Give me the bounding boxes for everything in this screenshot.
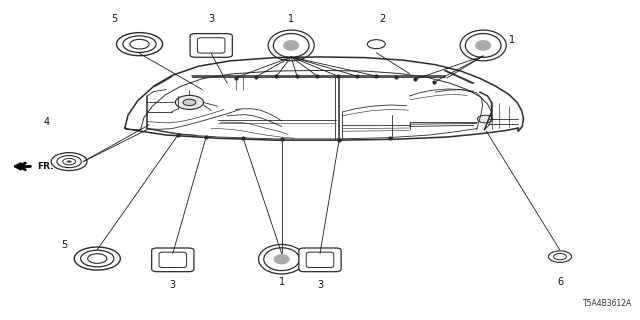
Text: 1: 1 [278, 276, 285, 287]
Circle shape [183, 99, 196, 106]
Ellipse shape [273, 34, 309, 57]
Text: 1: 1 [509, 35, 515, 45]
Ellipse shape [273, 254, 290, 264]
Ellipse shape [268, 30, 314, 61]
Text: FR.: FR. [37, 162, 54, 171]
Circle shape [548, 251, 572, 262]
Circle shape [367, 40, 385, 49]
FancyBboxPatch shape [152, 248, 194, 272]
Text: 2: 2 [379, 14, 385, 24]
Ellipse shape [460, 30, 506, 61]
Circle shape [477, 115, 493, 123]
Text: 5: 5 [61, 240, 67, 250]
Circle shape [57, 156, 81, 168]
FancyBboxPatch shape [307, 252, 334, 268]
Circle shape [63, 158, 76, 165]
Text: 3: 3 [208, 14, 214, 24]
Circle shape [88, 254, 107, 263]
Text: 1: 1 [288, 14, 294, 24]
Circle shape [554, 253, 566, 260]
Text: 3: 3 [317, 280, 323, 291]
Ellipse shape [283, 40, 300, 51]
Circle shape [74, 247, 120, 270]
FancyBboxPatch shape [299, 248, 341, 272]
Circle shape [123, 36, 156, 52]
Circle shape [67, 160, 72, 163]
Circle shape [175, 95, 204, 109]
Ellipse shape [259, 244, 305, 274]
Ellipse shape [465, 34, 501, 57]
Circle shape [130, 39, 149, 49]
FancyBboxPatch shape [159, 252, 187, 268]
Text: 5: 5 [111, 14, 117, 24]
FancyBboxPatch shape [197, 38, 225, 53]
FancyBboxPatch shape [190, 34, 232, 57]
Text: 4: 4 [44, 117, 50, 127]
Circle shape [81, 250, 114, 267]
Text: 6: 6 [557, 277, 563, 287]
Text: T5A4B3612A: T5A4B3612A [583, 299, 632, 308]
Ellipse shape [475, 40, 492, 51]
Text: 3: 3 [170, 280, 176, 291]
Circle shape [116, 33, 163, 56]
Circle shape [51, 153, 87, 171]
Ellipse shape [264, 248, 300, 271]
